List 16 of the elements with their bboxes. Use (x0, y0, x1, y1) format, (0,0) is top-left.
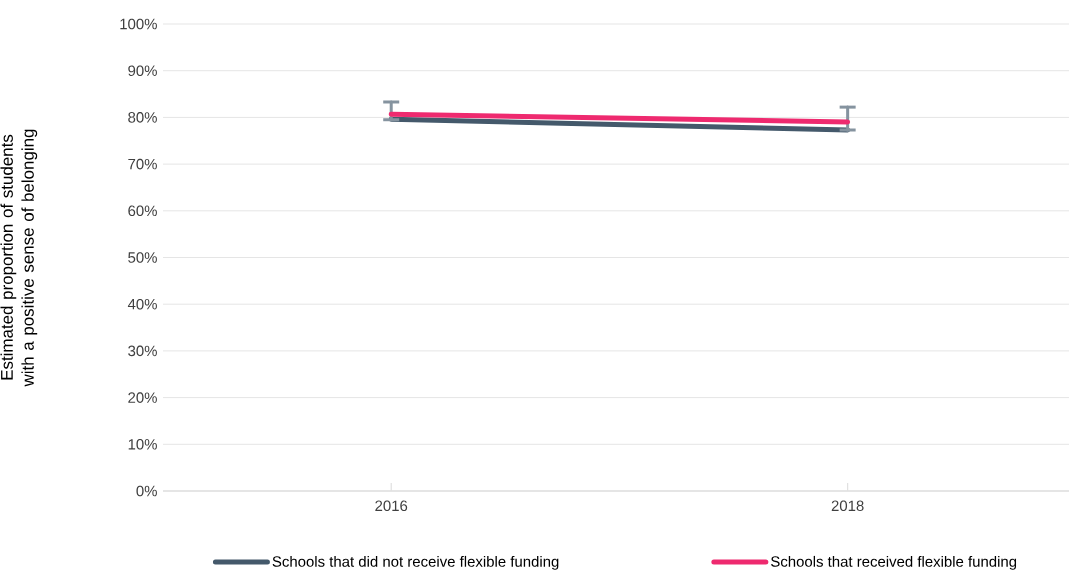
legend-label: Schools that did not receive flexible funding (272, 555, 559, 570)
x-tick-label: 2018 (831, 500, 864, 512)
y-tick-label: 40% (127, 298, 157, 310)
y-tick-label: 0% (136, 485, 157, 497)
y-tick-label: 100% (120, 18, 157, 30)
y-tick-label: 60% (128, 205, 157, 217)
y-tick-label: 50% (128, 252, 157, 263)
y-tick-label: 70% (128, 158, 157, 170)
y-tick-label: 80% (128, 112, 157, 123)
x-tick-label: 2016 (375, 500, 408, 512)
y-tick-label: 30% (128, 345, 157, 357)
legend-label: Schools that received flexible funding (771, 555, 1017, 570)
y-tick-label: 20% (128, 392, 157, 403)
y-tick-label: 10% (128, 439, 157, 450)
y-tick-label: 90% (128, 65, 157, 76)
y-axis-title: Estimated proportion of students with a positive sense of belonging (0, 129, 38, 387)
